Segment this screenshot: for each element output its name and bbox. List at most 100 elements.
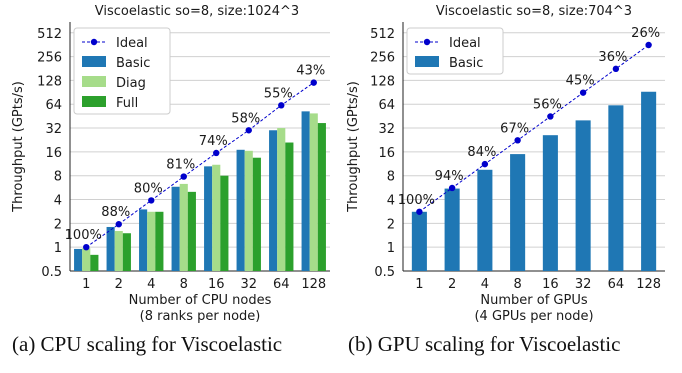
x-axis-label: Number of GPUs [480,293,587,308]
legend-label: Basic [116,56,150,71]
x-axis-sublabel: (8 ranks per node) [140,309,261,324]
chart-title: Viscoelastic so=8, size:704^3 [436,4,632,19]
ideal-point [514,137,521,144]
x-axis-sublabel: (4 GPUs per node) [474,309,593,324]
legend-label: Diag [116,76,146,91]
caption-gpu: (b) GPU scaling for Viscoelastic [348,332,621,356]
x-tick-label: 4 [147,277,155,292]
ideal-line [85,82,315,248]
ideal-point [448,184,456,192]
x-tick-label: 128 [301,277,326,292]
bar-diag [212,164,221,271]
efficiency-label: 94% [435,169,464,184]
bar-full [155,211,164,271]
legend-swatch-diag [82,76,106,87]
efficiency-label: 26% [631,26,660,41]
x-tick-label: 64 [608,277,625,292]
x-axis-label: Number of CPU nodes [129,293,272,308]
bar-full [317,123,326,271]
x-tick-label: 64 [273,277,290,292]
legend-marker-ideal [90,38,98,46]
x-tick-label: 16 [542,277,559,292]
caption-cpu: (a) CPU scaling for Viscoelastic [12,332,283,356]
x-tick-label: 1 [415,277,423,292]
bar-diag [309,113,318,271]
ideal-point [180,173,187,180]
ideal-point [278,102,285,109]
ideal-point [115,221,122,228]
bar-basic [510,154,526,271]
bar-basic [74,248,83,271]
bar-basic [204,166,213,271]
ideal-point [310,79,317,86]
y-tick-label: 32 [45,122,62,137]
x-tick-label: 4 [481,277,489,292]
x-tick-label: 2 [115,277,123,292]
efficiency-label: 67% [500,121,529,136]
y-tick-label: 0.5 [41,265,62,280]
y-tick-label: 8 [54,170,62,185]
efficiency-label: 80% [134,181,163,196]
y-tick-label: 8 [387,170,395,185]
legend-label: Basic [449,56,483,71]
y-tick-label: 64 [45,98,62,113]
efficiency-label: 36% [598,50,627,65]
efficiency-label: 43% [296,64,325,79]
efficiency-label: 88% [101,205,130,220]
x-tick-label: 32 [240,277,257,292]
x-tick-label: 2 [448,277,456,292]
y-tick-label: 256 [370,51,395,66]
bar-full [252,157,261,271]
bar-basic [269,130,278,271]
ideal-point [579,89,587,96]
legend-label: Ideal [116,36,148,51]
ideal-point [245,127,252,134]
ideal-point [547,113,554,120]
efficiency-label: 100% [65,228,102,243]
y-tick-label: 4 [387,194,395,209]
x-tick-label: 1 [82,277,90,292]
bar-full [285,142,294,271]
ideal-point [148,197,155,204]
bar-basic [411,211,427,271]
legend-label: Full [116,96,138,111]
y-axis-label: Throughput (GPts/s) [346,81,361,213]
bar-diag [82,248,91,271]
bar-basic [641,91,657,271]
y-tick-label: 0.5 [374,265,395,280]
y-tick-label: 512 [37,27,62,42]
efficiency-label: 100% [398,193,435,208]
bar-basic [106,226,115,271]
y-tick-label: 256 [37,51,62,66]
efficiency-label: 45% [566,74,595,89]
y-tick-label: 1 [54,241,62,256]
y-tick-label: 512 [370,27,395,42]
y-tick-label: 64 [378,98,395,113]
ideal-point [645,41,652,49]
y-tick-label: 16 [45,146,62,161]
ideal-point [83,243,90,251]
x-tick-label: 8 [180,277,188,292]
bar-diag [114,231,123,271]
bar-diag [244,150,253,271]
efficiency-label: 58% [231,111,260,126]
bar-basic [139,209,148,271]
bar-diag [179,183,188,271]
efficiency-label: 84% [467,145,496,160]
efficiency-label: 81% [166,158,195,173]
bar-basic [575,120,591,271]
ideal-point [481,160,489,168]
x-tick-label: 32 [575,277,592,292]
ideal-line [419,44,649,213]
y-tick-label: 128 [37,74,62,89]
bar-diag [277,128,286,271]
y-tick-label: 2 [54,217,62,232]
y-tick-label: 1 [387,241,395,256]
y-axis-label: Throughput (GPts/s) [11,81,26,213]
x-tick-label: 16 [208,277,225,292]
bar-basic [608,105,624,271]
y-tick-label: 2 [387,217,395,232]
legend-marker-ideal [423,38,431,46]
legend-box [73,27,171,115]
